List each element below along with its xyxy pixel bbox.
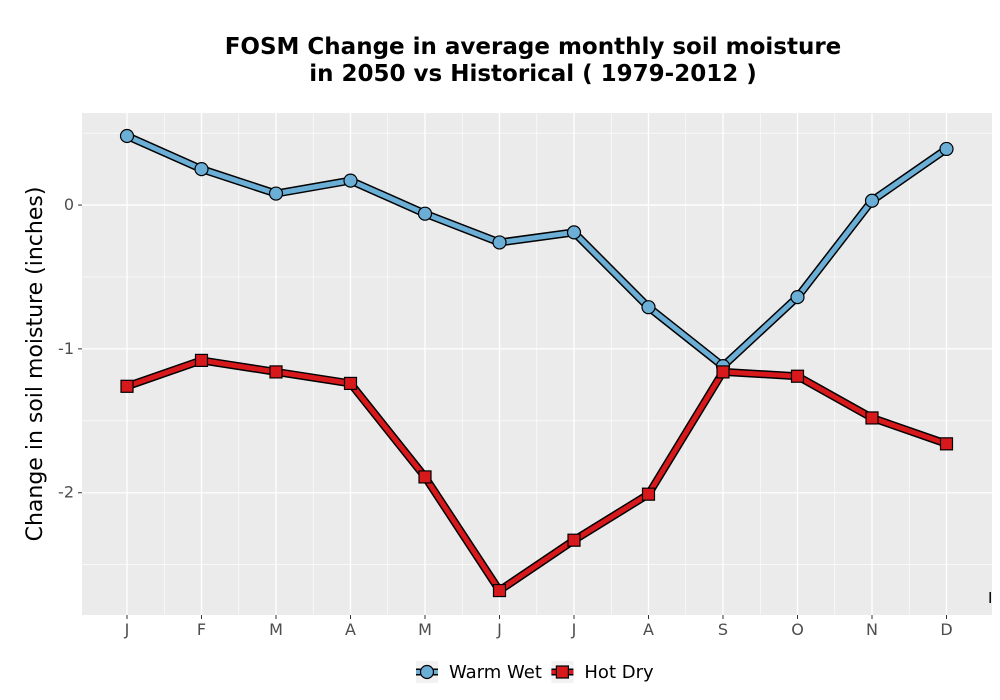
- x-tick-label: D: [940, 620, 952, 639]
- x-tick-label: A: [643, 620, 654, 639]
- x-tick-label: S: [718, 620, 728, 639]
- series-line: [124, 133, 949, 369]
- data-point: [492, 583, 507, 598]
- corner-mark: I: [988, 589, 992, 607]
- y-tick-label: -1: [58, 339, 74, 358]
- data-point: [269, 365, 283, 379]
- data-point: [641, 300, 656, 315]
- data-point: [939, 437, 954, 451]
- data-point: [268, 186, 284, 201]
- x-tick-label: J: [571, 620, 577, 639]
- axis-layer: 0 -1 -2 J F M A M J J A S O N D: [58, 195, 953, 639]
- data-point: [194, 161, 209, 177]
- y-tick-label: -2: [58, 483, 74, 502]
- legend-item: Warm Wet: [416, 661, 542, 683]
- x-tick-label: J: [124, 620, 130, 639]
- data-point: [865, 411, 879, 425]
- y-axis-title: Change in soil moisture (inches): [23, 187, 48, 542]
- data-point: [194, 353, 209, 368]
- x-tick-label: F: [197, 620, 206, 639]
- data-point: [119, 128, 135, 144]
- data-point: [492, 235, 507, 250]
- series-layer: [119, 128, 954, 598]
- data-point: [790, 369, 805, 383]
- chart-title-line-1: FOSM Change in average monthly soil mois…: [225, 34, 842, 60]
- x-tick-label: J: [496, 620, 502, 639]
- x-tick-label: O: [791, 620, 804, 639]
- data-point: [566, 225, 582, 240]
- grid-layer: [82, 113, 992, 615]
- data-point: [641, 487, 656, 501]
- data-point: [939, 141, 954, 157]
- data-point: [567, 533, 581, 547]
- series-hot-dry: [120, 353, 954, 598]
- chart-title-line-2: in 2050 vs Historical ( 1979-2012 ): [309, 61, 756, 87]
- data-point: [864, 193, 880, 208]
- legend-label: Warm Wet: [449, 662, 542, 683]
- legend-item: Hot Dry: [551, 661, 654, 683]
- data-point: [120, 379, 134, 393]
- x-tick-label: M: [418, 620, 432, 639]
- data-point: [418, 470, 432, 484]
- legend-marker: [419, 664, 435, 680]
- data-point: [343, 376, 358, 391]
- series-line: [124, 357, 949, 593]
- legend-label: Hot Dry: [584, 662, 654, 683]
- legend: Warm Wet Hot Dry: [416, 661, 654, 683]
- data-point: [343, 173, 358, 188]
- data-point: [716, 365, 730, 379]
- data-point: [417, 206, 433, 221]
- data-point: [790, 290, 805, 305]
- x-tick-label: A: [345, 620, 356, 639]
- x-tick-label: M: [269, 620, 283, 639]
- y-tick-label: 0: [64, 195, 74, 214]
- x-tick-label: N: [866, 620, 878, 639]
- legend-marker: [555, 665, 570, 679]
